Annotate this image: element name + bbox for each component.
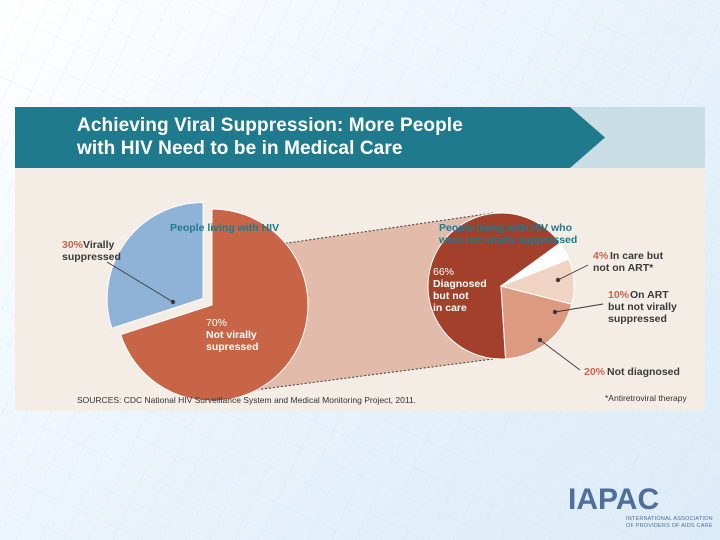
label-on-art-line-1: On ART	[630, 289, 669, 301]
label-not-diagnosed-pct: 20%	[584, 366, 606, 378]
slice-in-care-not-on-art	[500, 242, 570, 287]
infographic: Achieving Viral Suppression: More People…	[15, 107, 705, 411]
chart-title-line-2: with HIV Need to be in Medical Care	[77, 138, 403, 159]
slice-diagnosed-not-in-care	[427, 212, 561, 360]
label-diagnosed-line-3: in care	[433, 302, 467, 314]
left-pie-subtitle: People living with HIV	[170, 222, 279, 234]
label-diagnosed-line-1: Diagnosed	[433, 278, 487, 290]
label-in-care-line-1: In care but	[610, 250, 664, 262]
leader-on-art	[554, 303, 604, 313]
label-suppressed-line-1: Virally	[83, 239, 114, 251]
chart-source: SOURCES: CDC National HIV Surveillance S…	[77, 395, 416, 405]
label-not-suppressed-line-1: Not virally	[206, 329, 257, 341]
label-suppressed-line-2: suppressed	[62, 251, 121, 263]
slice-virally-suppressed	[106, 202, 204, 329]
label-in-care-pct: 4%	[593, 250, 609, 262]
title-arrow	[15, 107, 605, 168]
leader-in-care-dot	[555, 277, 561, 283]
leader-not-diagnosed-dot	[537, 337, 543, 343]
label-not-suppressed-line-2: supressed	[206, 341, 259, 353]
logo-subtitle-line-2: OF PROVIDERS OF AIDS CARE	[626, 523, 713, 529]
label-not-suppressed-pct: 70%	[206, 317, 227, 329]
leader-suppressed	[106, 261, 174, 303]
chart-footnote: *Antiretroviral therapy	[605, 393, 687, 403]
label-on-art-line-3: suppressed	[608, 313, 667, 325]
label-diagnosed-pct: 66%	[433, 266, 454, 278]
right-pie-subtitle-line-1: People living with HIV who	[439, 222, 572, 234]
logo-subtitle: INTERNATIONAL ASSOCIATION OF PROVIDERS O…	[626, 516, 713, 530]
label-suppressed-pct: 30%	[62, 239, 84, 251]
chart-title-line-1: Achieving Viral Suppression: More People	[77, 115, 463, 136]
logo-subtitle-line-1: INTERNATIONAL ASSOCIATION	[626, 516, 713, 522]
iapac-logo: IAPAC INTERNATIONAL ASSOCIATION OF PROVI…	[568, 483, 713, 533]
label-on-art-line-2: but not virally	[608, 301, 677, 313]
right-pie-subtitle-line-2: were not virally suppressed	[438, 234, 577, 246]
chart-area: People living with HIV 30% Virally suppress…	[15, 168, 705, 411]
title-banner: Achieving Viral Suppression: More People…	[15, 107, 705, 168]
callout-line-top	[285, 212, 494, 244]
label-on-art-pct: 10%	[608, 289, 630, 301]
leader-in-care	[557, 264, 589, 281]
leader-suppressed-dot	[170, 299, 176, 305]
leader-not-diagnosed	[539, 339, 581, 371]
label-not-diagnosed-line-1: Not diagnosed	[607, 366, 680, 378]
slice-not-virally-suppressed	[120, 208, 309, 402]
label-diagnosed-line-2: but not	[433, 290, 469, 302]
logo-wordmark: IAPAC	[568, 483, 660, 516]
label-in-care-line-2: not on ART*	[593, 262, 654, 274]
leader-on-art-dot	[552, 309, 558, 315]
